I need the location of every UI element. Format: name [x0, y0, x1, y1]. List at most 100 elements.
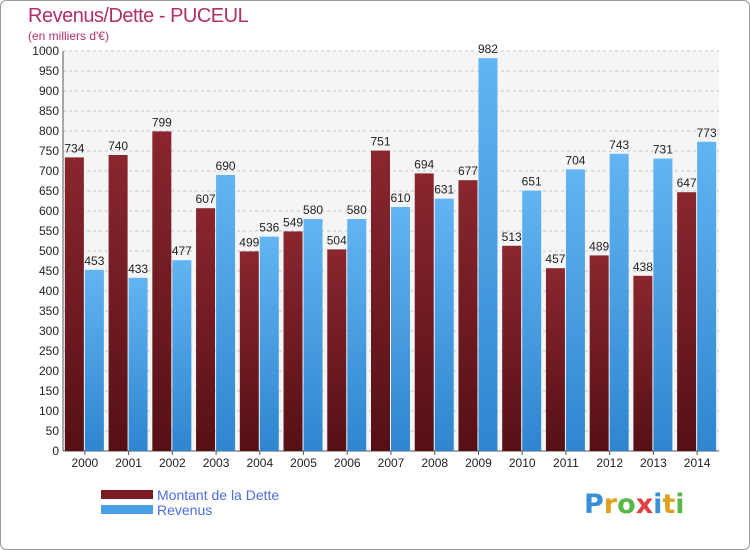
x-tick-label: 2011	[553, 456, 579, 470]
value-label-dette: 489	[589, 239, 609, 253]
logo-letter: t	[662, 489, 676, 520]
y-tick-label: 850	[39, 104, 59, 118]
bar-revenus	[391, 207, 410, 451]
y-tick-label: 250	[39, 344, 59, 358]
value-label-dette: 513	[502, 230, 522, 244]
proxiti-logo: Proxiti	[584, 489, 685, 520]
y-tick-label: 1000	[32, 44, 59, 58]
y-tick-label: 550	[39, 224, 59, 238]
bar-revenus	[565, 169, 585, 451]
bar-dette	[502, 245, 522, 451]
legend-item-dette: Montant de la Dette	[101, 486, 280, 503]
value-label-revenus: 982	[478, 42, 498, 56]
bar-dette	[458, 180, 478, 451]
value-label-revenus: 453	[84, 254, 104, 268]
bar-dette	[545, 268, 565, 451]
bar-dette	[64, 157, 84, 451]
value-label-revenus: 690	[216, 159, 236, 173]
x-tick-label: 2002	[159, 456, 186, 470]
bar-dette	[239, 251, 259, 451]
bar-dette	[371, 150, 390, 451]
value-label-revenus: 731	[653, 143, 673, 157]
legend-label-revenus: Revenus	[157, 501, 213, 518]
x-tick-label: 2005	[290, 456, 317, 470]
logo-letter: r	[603, 489, 618, 520]
legend-swatch-dette	[101, 490, 153, 499]
bar-dette	[108, 155, 128, 451]
y-tick-label: 150	[39, 384, 59, 398]
bar-revenus	[216, 175, 236, 451]
y-tick-label: 400	[39, 284, 59, 298]
bar-revenus	[347, 219, 367, 451]
legend-label-dette: Montant de la Dette	[157, 486, 280, 503]
bar-dette	[327, 249, 347, 451]
x-tick-label: 2003	[203, 456, 230, 470]
bar-revenus	[478, 58, 498, 451]
legend: Montant de la Dette Revenus	[101, 486, 280, 518]
logo-letter: i	[675, 489, 685, 520]
value-label-revenus: 631	[434, 183, 454, 197]
y-tick-label: 650	[39, 184, 59, 198]
y-tick-label: 700	[39, 164, 59, 178]
value-label-revenus: 433	[128, 262, 148, 276]
bar-revenus	[172, 260, 192, 451]
y-tick-label: 900	[39, 84, 59, 98]
bar-dette	[589, 255, 609, 451]
legend-swatch-revenus	[101, 505, 153, 514]
x-tick-label: 2004	[246, 456, 273, 470]
y-tick-label: 750	[39, 144, 59, 158]
value-label-dette: 740	[108, 139, 128, 153]
value-label-dette: 438	[633, 260, 653, 274]
bar-revenus	[303, 219, 323, 451]
value-label-revenus: 704	[565, 153, 585, 167]
value-label-dette: 457	[545, 252, 565, 266]
value-label-dette: 694	[414, 157, 434, 171]
value-label-dette: 734	[64, 141, 84, 155]
x-tick-label: 2000	[72, 456, 99, 470]
bar-dette	[633, 275, 653, 451]
value-label-revenus: 651	[522, 175, 542, 189]
x-tick-label: 2013	[640, 456, 667, 470]
y-tick-label: 100	[39, 404, 59, 418]
bar-revenus	[697, 141, 717, 452]
bar-dette	[152, 131, 172, 451]
logo-letter: o	[617, 489, 636, 520]
bar-revenus	[609, 153, 629, 452]
y-tick-label: 500	[39, 244, 59, 258]
y-tick-label: 600	[39, 204, 59, 218]
logo-letter: P	[584, 489, 604, 520]
x-tick-label: 2007	[378, 456, 405, 470]
x-tick-label: 2008	[421, 456, 448, 470]
y-tick-label: 450	[39, 264, 59, 278]
value-label-revenus: 580	[347, 203, 367, 217]
x-tick-label: 2009	[465, 456, 492, 470]
bar-revenus	[522, 190, 542, 451]
x-tick-label: 2001	[115, 456, 142, 470]
y-tick-label: 50	[46, 424, 60, 438]
y-tick-label: 800	[39, 124, 59, 138]
bar-revenus	[128, 277, 148, 451]
x-tick-label: 2006	[334, 456, 361, 470]
value-label-dette: 607	[196, 192, 216, 206]
bar-revenus	[259, 236, 279, 451]
value-label-dette: 504	[327, 233, 347, 247]
value-label-revenus: 580	[303, 203, 323, 217]
value-label-revenus: 743	[609, 138, 629, 152]
bar-dette	[283, 231, 303, 451]
y-tick-label: 950	[39, 64, 59, 78]
bar-revenus	[434, 198, 454, 451]
bar-revenus	[653, 158, 673, 451]
value-label-revenus: 477	[172, 244, 192, 258]
y-tick-label: 350	[39, 304, 59, 318]
chart-subtitle: (en milliers d'€)	[28, 29, 109, 43]
legend-item-revenus: Revenus	[101, 501, 279, 518]
x-tick-label: 2010	[509, 456, 536, 470]
value-label-dette: 751	[370, 135, 390, 149]
bar-revenus	[84, 269, 104, 451]
y-tick-label: 300	[39, 324, 59, 338]
bar-dette	[414, 173, 434, 451]
chart-title: Revenus/Dette - PUCEUL	[28, 5, 249, 27]
logo-letter: x	[635, 489, 654, 520]
y-tick-label: 0	[52, 444, 59, 458]
